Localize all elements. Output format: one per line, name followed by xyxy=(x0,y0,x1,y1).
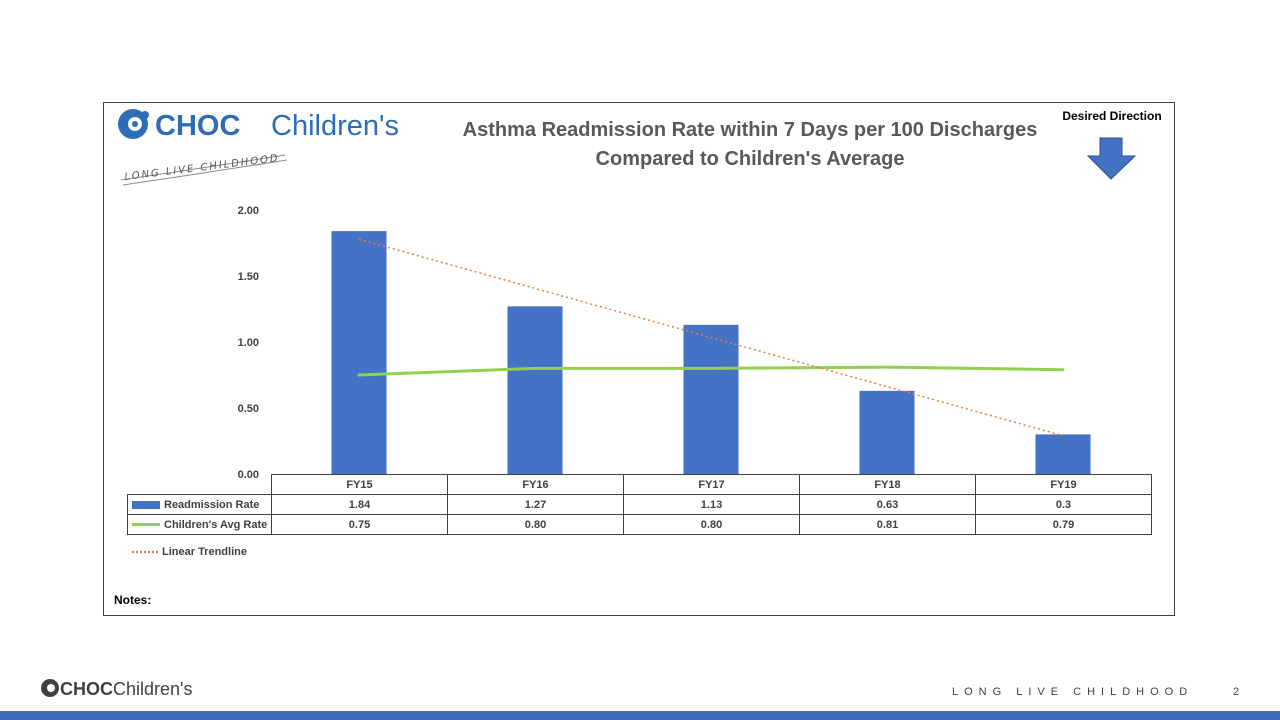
y-tick-label: 1.00 xyxy=(238,337,259,349)
table-cell: 0.80 xyxy=(447,514,624,535)
choc-logo: CHOC Children's LONG LIVE CHILDHOOD xyxy=(118,109,399,186)
trendline-legend: Linear Trendline xyxy=(132,546,247,558)
bar xyxy=(331,231,387,474)
bar xyxy=(1035,434,1091,474)
trendline-legend-key xyxy=(132,551,158,554)
avg-rate-point xyxy=(885,365,889,369)
series-label-avg: Children's Avg Rate xyxy=(127,514,272,535)
table-cell: 0.3 xyxy=(975,494,1152,515)
desired-direction-label: Desired Direction xyxy=(1062,109,1162,123)
table-cell: 1.84 xyxy=(271,494,448,515)
bear-icon xyxy=(118,109,149,139)
y-tick-label: 0.00 xyxy=(238,469,259,481)
category-label: FY17 xyxy=(623,474,800,495)
category-label: FY19 xyxy=(975,474,1152,495)
bar xyxy=(859,390,915,474)
category-label: FY15 xyxy=(271,474,448,495)
footer-tagline: LONG LIVE CHILDHOOD xyxy=(952,686,1194,698)
y-tick-label: 0.50 xyxy=(238,403,259,415)
chart-title: Asthma Readmission Rate within 7 Days pe… xyxy=(445,116,1055,174)
logo-brand: CHOC xyxy=(155,110,240,142)
logo-name: Children's xyxy=(271,110,399,142)
series-name: Children's Avg Rate xyxy=(164,518,268,531)
line-legend-key xyxy=(132,523,160,527)
category-label: FY18 xyxy=(799,474,976,495)
footer-bar xyxy=(0,711,1280,720)
bar-legend-key xyxy=(132,500,160,509)
footer-brand: CHOC xyxy=(60,679,113,699)
table-cell: 1.27 xyxy=(447,494,624,515)
table-cell: 0.63 xyxy=(799,494,976,515)
avg-rate-point xyxy=(533,366,537,370)
bear-icon xyxy=(41,679,59,697)
table-row: Readmission Rate 1.84 1.27 1.13 0.63 0.3 xyxy=(127,494,1152,515)
footer-logo: CHOCChildren's xyxy=(40,678,192,700)
table-cell: 0.75 xyxy=(271,514,448,535)
trendline xyxy=(358,238,1064,437)
chart-title-line1: Asthma Readmission Rate within 7 Days pe… xyxy=(462,119,1038,141)
trendline-legend-label: Linear Trendline xyxy=(162,546,247,558)
notes-label: Notes: xyxy=(114,593,152,607)
down-arrow-icon xyxy=(1087,137,1137,180)
avg-rate-point xyxy=(357,373,361,377)
series-name: Readmission Rate xyxy=(164,498,260,511)
chart-title-line2: Compared to Children's Average xyxy=(595,148,905,170)
bar xyxy=(507,306,563,474)
avg-rate-point xyxy=(709,366,713,370)
series-label-readmission: Readmission Rate xyxy=(127,494,272,515)
table-header-row: FY15 FY16 FY17 FY18 FY19 xyxy=(128,474,1152,495)
y-tick-label: 2.00 xyxy=(238,205,259,217)
table-corner xyxy=(128,475,272,495)
table-cell: 0.80 xyxy=(623,514,800,535)
bar xyxy=(683,324,739,474)
table-row: Children's Avg Rate 0.75 0.80 0.80 0.81 … xyxy=(127,514,1152,535)
table-cell: 0.81 xyxy=(799,514,976,535)
y-tick-label: 1.50 xyxy=(238,271,259,283)
avg-rate-point xyxy=(1061,368,1065,372)
category-label: FY16 xyxy=(447,474,624,495)
table-cell: 1.13 xyxy=(623,494,800,515)
table-cell: 0.79 xyxy=(975,514,1152,535)
chart-frame xyxy=(103,102,1175,616)
footer-name: Children's xyxy=(113,679,193,699)
data-table: FY15 FY16 FY17 FY18 FY19 Readmission Rat… xyxy=(127,474,1152,535)
page-number: 2 xyxy=(1233,686,1240,698)
